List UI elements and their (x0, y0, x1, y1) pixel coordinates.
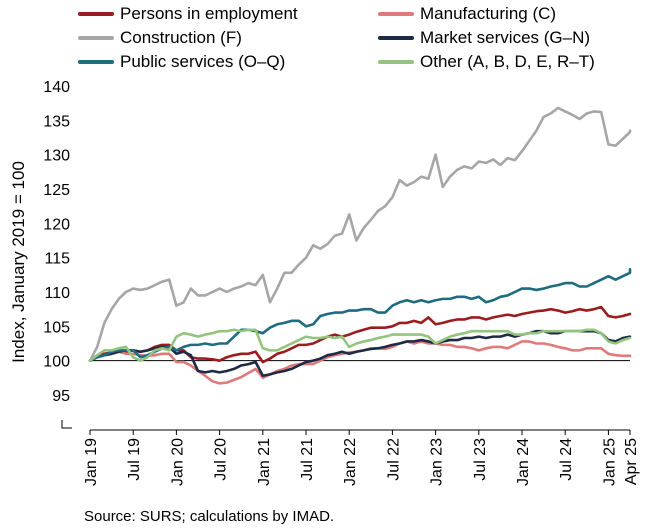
legend-label: Construction (F) (120, 28, 242, 47)
x-tick-label: Jul 24 (558, 438, 575, 481)
x-tick-label: Jan 25 (601, 438, 618, 486)
x-tick-label: Jan 22 (342, 438, 359, 486)
series-line-0 (88, 305, 632, 364)
y-tick-label: 100 (43, 354, 70, 371)
x-tick-label: Jan 23 (429, 438, 446, 486)
x-tick-label: Jul 23 (472, 438, 489, 481)
x-tick-label: Jan 20 (169, 438, 186, 486)
x-tick-label: Jan 24 (515, 438, 532, 486)
y-tick-label: 95 (52, 388, 70, 405)
y-tick-label: 135 (43, 113, 70, 130)
y-axis: 95 100 105 110 115 120 125 130 135 140 (43, 79, 72, 429)
x-axis: Jan 19 Jul 19 Jan 20 Jul 20 Jan 21 Jul 21 Jan … (83, 429, 640, 486)
x-tick-label: Jul 21 (299, 438, 316, 481)
x-tick-label: Jul 20 (213, 438, 230, 481)
y-tick-label: 140 (43, 79, 70, 96)
legend-label: Market services (G–N) (420, 28, 591, 47)
legend-item: Other (A, B, D, E, R–T) (378, 50, 595, 74)
x-tick-label: Jul 22 (385, 438, 402, 481)
legend-swatch (378, 12, 414, 16)
series-line-2 (88, 106, 632, 362)
legend-item: Persons in employment (78, 2, 298, 26)
x-tick-label: Jan 19 (83, 438, 100, 486)
x-tick-label: Jan 21 (256, 438, 273, 486)
legend-swatch (78, 36, 114, 40)
legend-swatch (78, 12, 114, 16)
legend-swatch (378, 36, 414, 40)
y-axis-title: Index, January 2019 = 100 (9, 161, 28, 363)
source-note: Source: SURS; calculations by IMAD. (84, 508, 335, 525)
legend-swatch (78, 60, 114, 64)
series-line-4 (88, 268, 632, 362)
legend-label: Public services (O–Q) (120, 52, 286, 71)
y-tick-label: 120 (43, 216, 70, 233)
series-line-3 (88, 329, 632, 378)
legend-item: Construction (F) (78, 26, 242, 50)
legend-swatch (378, 60, 414, 64)
legend-item: Public services (O–Q) (78, 50, 285, 74)
series-line-5 (88, 328, 632, 362)
legend-item: Manufacturing (C) (378, 2, 556, 26)
legend-label: Other (A, B, D, E, R–T) (420, 52, 595, 71)
legend-label: Manufacturing (C) (420, 4, 557, 23)
y-tick-label: 110 (44, 285, 70, 302)
legend: Persons in employment Manufacturing (C) Co… (78, 2, 648, 74)
y-tick-label: 125 (43, 182, 70, 199)
y-tick-label: 130 (43, 148, 70, 165)
legend-label: Persons in employment (120, 4, 298, 23)
series-layer (88, 106, 632, 385)
y-tick-label: 105 (43, 319, 70, 336)
x-tick-label: Apr 25 (623, 438, 640, 485)
legend-item: Market services (G–N) (378, 26, 590, 50)
x-tick-label: Jul 19 (126, 438, 143, 481)
y-tick-label: 115 (44, 251, 70, 268)
axis-break-marker (61, 420, 72, 429)
